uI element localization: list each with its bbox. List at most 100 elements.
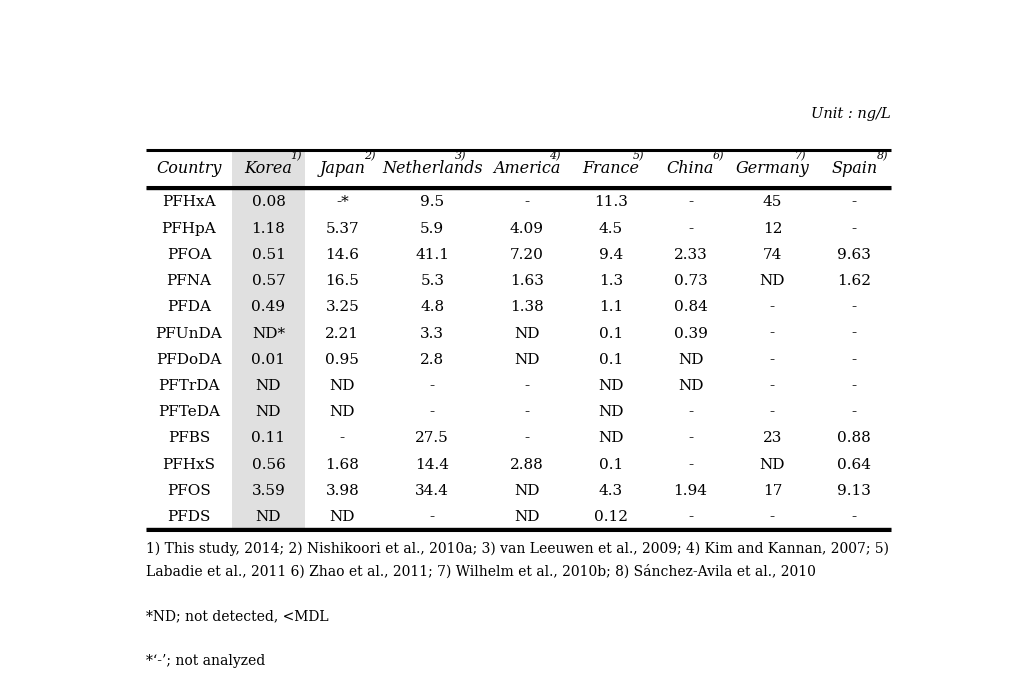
Text: 0.49: 0.49 <box>252 300 285 314</box>
Text: 4.09: 4.09 <box>510 222 543 236</box>
Text: Spain: Spain <box>830 160 877 177</box>
Text: America: America <box>492 160 560 177</box>
Text: -: - <box>687 458 693 472</box>
Text: Korea: Korea <box>245 160 292 177</box>
Text: 6): 6) <box>712 152 724 161</box>
Text: -: - <box>524 379 529 393</box>
Text: 3.59: 3.59 <box>252 484 285 498</box>
Text: 5.9: 5.9 <box>420 222 444 236</box>
Text: 0.88: 0.88 <box>836 432 870 445</box>
Bar <box>232 373 305 399</box>
Text: 4.5: 4.5 <box>599 222 623 236</box>
Text: ND: ND <box>598 405 623 419</box>
Bar <box>232 477 305 504</box>
Text: -: - <box>524 405 529 419</box>
Text: *ND; not detected, <MDL: *ND; not detected, <MDL <box>146 610 329 623</box>
Bar <box>232 215 305 242</box>
Text: 5.3: 5.3 <box>420 274 444 288</box>
Text: 34.4: 34.4 <box>415 484 449 498</box>
Text: PFBS: PFBS <box>168 432 209 445</box>
Bar <box>232 268 305 294</box>
Text: Labadie et al., 2011 6) Zhao et al., 2011; 7) Wilhelm et al., 2010b; 8) Sánchez-: Labadie et al., 2011 6) Zhao et al., 201… <box>146 564 815 579</box>
Text: ND: ND <box>759 274 785 288</box>
Text: 0.01: 0.01 <box>252 353 285 367</box>
Text: PFDA: PFDA <box>167 300 210 314</box>
Text: China: China <box>666 160 714 177</box>
Text: 1.3: 1.3 <box>599 274 623 288</box>
Text: 3.3: 3.3 <box>420 327 444 341</box>
Text: ND: ND <box>598 379 623 393</box>
Text: ND: ND <box>677 379 703 393</box>
Text: -: - <box>769 353 774 367</box>
Text: *‘-’; not analyzed: *‘-’; not analyzed <box>146 655 265 669</box>
Text: 3): 3) <box>454 152 465 161</box>
Text: -: - <box>851 405 856 419</box>
Text: -: - <box>851 222 856 236</box>
Bar <box>232 294 305 320</box>
Text: 1.62: 1.62 <box>836 274 870 288</box>
Text: Japan: Japan <box>319 160 365 177</box>
Bar <box>232 150 305 187</box>
Text: ND: ND <box>330 405 355 419</box>
Text: -: - <box>340 432 345 445</box>
Text: 8): 8) <box>876 152 887 161</box>
Text: 0.1: 0.1 <box>599 458 623 472</box>
Text: PFHxS: PFHxS <box>162 458 215 472</box>
Text: ND: ND <box>256 379 281 393</box>
Bar <box>232 347 305 373</box>
Bar <box>232 452 305 477</box>
Text: 5.37: 5.37 <box>326 222 359 236</box>
Text: 1): 1) <box>290 152 302 161</box>
Text: 4.8: 4.8 <box>420 300 444 314</box>
Text: 9.4: 9.4 <box>599 248 623 262</box>
Text: -: - <box>851 353 856 367</box>
Text: 1.63: 1.63 <box>510 274 543 288</box>
Text: PFOS: PFOS <box>167 484 210 498</box>
Text: PFOA: PFOA <box>167 248 211 262</box>
Text: 1.94: 1.94 <box>673 484 707 498</box>
Text: 1) This study, 2014; 2) Nishikoori et al., 2010a; 3) van Leeuwen et al., 2009; 4: 1) This study, 2014; 2) Nishikoori et al… <box>146 542 889 557</box>
Text: ND: ND <box>514 353 539 367</box>
Text: -: - <box>769 379 774 393</box>
Text: -: - <box>430 379 435 393</box>
Text: 45: 45 <box>762 195 782 209</box>
Text: 7.20: 7.20 <box>510 248 543 262</box>
Text: 9.5: 9.5 <box>420 195 444 209</box>
Text: 1.38: 1.38 <box>510 300 543 314</box>
Text: -: - <box>769 300 774 314</box>
Text: ND: ND <box>514 327 539 341</box>
Text: ND: ND <box>330 379 355 393</box>
Text: 0.1: 0.1 <box>599 353 623 367</box>
Text: 23: 23 <box>762 432 782 445</box>
Text: ND: ND <box>759 458 785 472</box>
Text: 9.63: 9.63 <box>836 248 870 262</box>
Text: ND: ND <box>598 432 623 445</box>
Text: 2.88: 2.88 <box>510 458 543 472</box>
Text: PFDS: PFDS <box>167 510 210 524</box>
Text: 27.5: 27.5 <box>415 432 449 445</box>
Text: 0.95: 0.95 <box>325 353 359 367</box>
Bar <box>232 425 305 452</box>
Text: 2.21: 2.21 <box>325 327 359 341</box>
Text: PFTrDA: PFTrDA <box>158 379 219 393</box>
Text: 74: 74 <box>762 248 782 262</box>
Text: 2): 2) <box>364 152 376 161</box>
Text: 0.56: 0.56 <box>252 458 285 472</box>
Text: 3.25: 3.25 <box>326 300 359 314</box>
Text: 12: 12 <box>762 222 782 236</box>
Text: -: - <box>687 222 693 236</box>
Bar <box>232 320 305 347</box>
Text: PFHpA: PFHpA <box>162 222 216 236</box>
Text: Netherlands: Netherlands <box>381 160 482 177</box>
Text: PFTeDA: PFTeDA <box>158 405 219 419</box>
Text: 41.1: 41.1 <box>415 248 449 262</box>
Bar <box>232 189 305 215</box>
Text: -: - <box>524 432 529 445</box>
Text: -: - <box>524 195 529 209</box>
Text: 0.39: 0.39 <box>673 327 707 341</box>
Text: 0.57: 0.57 <box>252 274 285 288</box>
Text: 0.12: 0.12 <box>593 510 627 524</box>
Text: 0.08: 0.08 <box>252 195 285 209</box>
Text: 9.13: 9.13 <box>836 484 870 498</box>
Text: -: - <box>769 510 774 524</box>
